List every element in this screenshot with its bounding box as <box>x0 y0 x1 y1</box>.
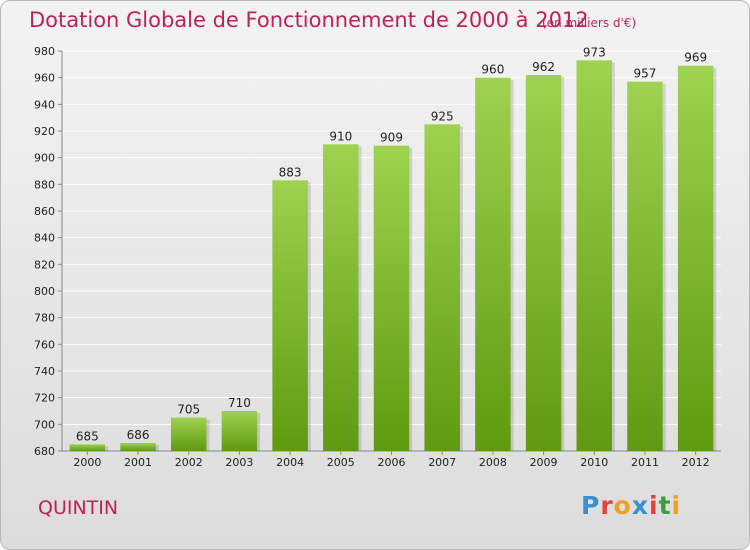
data-label: 925 <box>431 109 454 123</box>
bar <box>576 60 613 451</box>
y-tick-label: 700 <box>34 418 55 431</box>
data-label: 969 <box>684 51 707 65</box>
logo-letter: t <box>658 491 672 520</box>
data-label: 710 <box>228 396 251 410</box>
x-tick-label: 2010 <box>580 456 608 469</box>
y-tick-label: 860 <box>34 205 55 218</box>
x-tick-label: 2002 <box>175 456 203 469</box>
data-label: 973 <box>583 45 606 59</box>
x-tick-label: 2004 <box>276 456 304 469</box>
y-tick-label: 820 <box>34 258 55 271</box>
data-label: 957 <box>634 67 657 81</box>
chart-unit: (en milliers d'€) <box>542 16 637 30</box>
x-tick-label: 2012 <box>682 456 710 469</box>
x-tick-label: 2005 <box>327 456 355 469</box>
data-label: 960 <box>481 63 504 77</box>
bar <box>221 411 258 451</box>
bar <box>475 77 511 452</box>
y-tick-label: 980 <box>34 45 55 58</box>
logo-letter: P <box>581 491 601 520</box>
y-tick-label: 920 <box>34 125 55 138</box>
proxiti-logo: Proxiti <box>581 491 681 520</box>
logo-letter: r <box>600 491 614 520</box>
y-tick-label: 880 <box>34 178 55 191</box>
bar <box>677 65 714 452</box>
data-label: 705 <box>177 403 200 417</box>
y-tick-label: 720 <box>34 392 55 405</box>
x-tick-label: 2007 <box>428 456 456 469</box>
y-tick-label: 760 <box>34 338 55 351</box>
bar <box>627 81 663 452</box>
bar <box>120 443 156 451</box>
bar <box>69 444 106 451</box>
data-label: 685 <box>76 429 99 443</box>
y-tick-label: 900 <box>34 152 55 165</box>
logo-letter: o <box>613 491 632 520</box>
logo-letter: i <box>649 491 659 520</box>
x-tick-label: 2003 <box>225 456 253 469</box>
y-tick-label: 960 <box>34 72 55 85</box>
y-tick-label: 780 <box>34 312 55 325</box>
y-tick-label: 840 <box>34 232 55 245</box>
y-tick-label: 800 <box>34 285 55 298</box>
x-tick-label: 2011 <box>631 456 659 469</box>
y-tick-label: 680 <box>34 445 55 458</box>
bar <box>323 144 359 452</box>
data-label: 686 <box>127 428 150 442</box>
bar <box>170 417 207 451</box>
y-tick-label: 740 <box>34 365 55 378</box>
x-tick-label: 2006 <box>378 456 406 469</box>
data-label: 962 <box>532 60 555 74</box>
data-label: 909 <box>380 131 403 145</box>
bar <box>525 75 562 451</box>
x-tick-label: 2008 <box>479 456 507 469</box>
logo-letter: i <box>671 491 682 520</box>
bar <box>424 124 460 451</box>
x-tick-label: 2009 <box>530 456 558 469</box>
chart-title: Dotation Globale de Fonctionnement de 20… <box>29 8 589 32</box>
x-tick-label: 2000 <box>73 456 101 469</box>
bar <box>373 145 410 451</box>
city-name: QUINTIN <box>38 497 119 519</box>
data-label: 883 <box>279 165 302 179</box>
bar <box>272 180 308 452</box>
data-label: 910 <box>329 129 352 143</box>
y-tick-label: 940 <box>34 98 55 111</box>
logo-letter: x <box>631 491 649 520</box>
x-tick-label: 2001 <box>124 456 152 469</box>
